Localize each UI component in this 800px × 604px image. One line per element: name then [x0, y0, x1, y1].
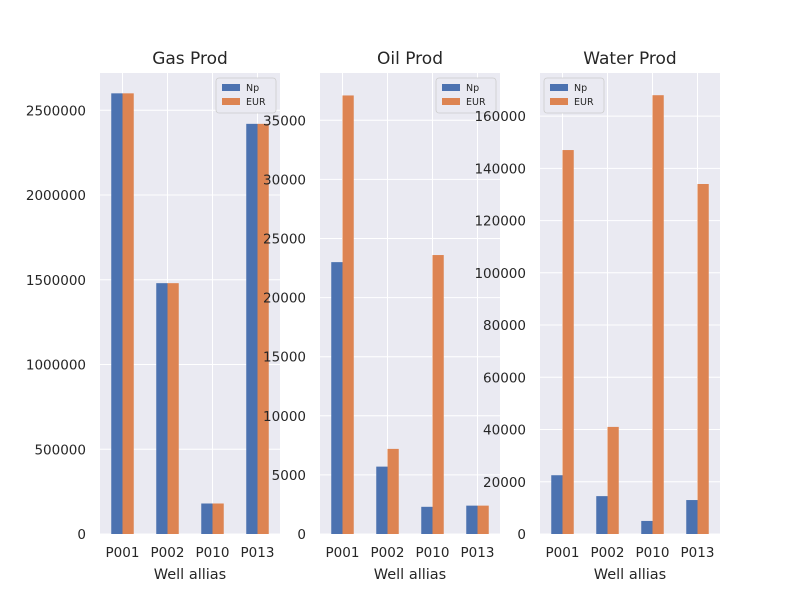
legend-swatch-eur — [550, 98, 568, 105]
y-tick-label: 0 — [297, 527, 306, 543]
y-tick-label: 0 — [77, 527, 86, 543]
bar-np-p010 — [421, 506, 433, 534]
x-tick-label: P013 — [241, 545, 275, 561]
x-tick-label: P002 — [151, 545, 185, 561]
bar-np-p013 — [466, 505, 478, 534]
bar-np-p013 — [246, 123, 258, 535]
legend-swatch-eur — [442, 98, 460, 105]
x-tick-label: P010 — [636, 545, 670, 561]
y-tick-label: 10000 — [263, 409, 306, 425]
bar-eur-p001 — [562, 150, 574, 534]
legend-swatch-eur — [222, 98, 240, 105]
chart-title: Gas Prod — [152, 49, 228, 69]
y-tick-label: 30000 — [263, 172, 306, 188]
y-tick-label: 0 — [517, 527, 526, 543]
y-tick-label: 5000 — [272, 468, 306, 484]
bar-eur-p001 — [342, 95, 354, 534]
y-tick-label: 2500000 — [26, 103, 86, 119]
legend-swatch-np — [442, 84, 460, 91]
x-tick-label: P001 — [546, 545, 580, 561]
chart-oil-prod: 0 5000 10000 15000 20000 25000 30000 35000 P001 P… — [263, 49, 500, 583]
y-tick-label: 140000 — [474, 161, 526, 177]
bar-np-p013 — [686, 500, 698, 534]
y-tick-label: 80000 — [483, 318, 526, 334]
y-tick-label: 1000000 — [26, 358, 86, 374]
bar-eur-p002 — [387, 448, 399, 534]
bar-np-p001 — [551, 475, 563, 534]
y-tick-label: 20000 — [263, 291, 306, 307]
bar-eur-p010 — [652, 95, 664, 534]
legend: Np EUR — [543, 77, 605, 114]
y-tick-label: 2000000 — [26, 188, 86, 204]
x-tick-label: P002 — [591, 545, 625, 561]
bar-eur-p010 — [212, 503, 224, 534]
bar-eur-p010 — [432, 255, 444, 535]
chart-water-prod: 0 20000 40000 60000 80000 100000 120000 140000 1… — [474, 49, 720, 583]
bar-eur-p002 — [167, 283, 179, 534]
bar-np-p002 — [596, 496, 608, 534]
y-tick-label: 100000 — [474, 266, 526, 282]
legend-label-eur: EUR — [246, 97, 266, 108]
chart-title: Oil Prod — [377, 49, 443, 69]
bar-np-p010 — [201, 503, 213, 534]
y-tick-label: 120000 — [474, 214, 526, 230]
x-axis-label: Well allias — [594, 567, 667, 583]
legend: Np EUR — [435, 77, 497, 114]
legend-swatch-np — [550, 84, 568, 91]
bar-eur-p002 — [607, 426, 619, 534]
x-tick-label: P001 — [326, 545, 360, 561]
y-tick-label: 15000 — [263, 350, 306, 366]
x-tick-label: P002 — [371, 545, 405, 561]
y-tick-label: 35000 — [263, 113, 306, 129]
legend-label-np: Np — [246, 83, 259, 94]
legend-label-eur: EUR — [574, 97, 594, 108]
bar-eur-p001 — [122, 93, 134, 535]
bar-np-p010 — [641, 520, 653, 534]
y-tick-label: 160000 — [474, 109, 526, 125]
legend: Np EUR — [215, 77, 277, 114]
y-tick-label: 500000 — [34, 442, 86, 458]
x-axis-label: Well allias — [374, 567, 447, 583]
bar-np-p002 — [376, 466, 388, 534]
bar-np-p001 — [331, 262, 343, 534]
y-tick-label: 40000 — [483, 423, 526, 439]
y-tick-label: 25000 — [263, 231, 306, 247]
x-tick-label: P010 — [196, 545, 230, 561]
x-tick-label: P001 — [106, 545, 140, 561]
bar-eur-p013 — [257, 123, 269, 535]
legend-label-np: Np — [574, 83, 587, 94]
x-axis-label: Well allias — [154, 567, 227, 583]
bar-np-p001 — [111, 93, 123, 535]
legend-label-np: Np — [466, 83, 479, 94]
y-tick-label: 1500000 — [26, 273, 86, 289]
bar-eur-p013 — [697, 184, 709, 534]
y-tick-label: 60000 — [483, 370, 526, 386]
bar-eur-p013 — [477, 505, 489, 534]
x-tick-label: P013 — [681, 545, 715, 561]
bar-np-p002 — [156, 283, 168, 534]
x-tick-label: P013 — [461, 545, 495, 561]
legend-swatch-np — [222, 84, 240, 91]
chart-title: Water Prod — [583, 49, 676, 69]
x-tick-label: P010 — [416, 545, 450, 561]
y-tick-label: 20000 — [483, 475, 526, 491]
legend-label-eur: EUR — [466, 97, 486, 108]
chart-gas-prod: 0 500000 1000000 1500000 2000000 2500000 P001 P… — [26, 49, 280, 583]
